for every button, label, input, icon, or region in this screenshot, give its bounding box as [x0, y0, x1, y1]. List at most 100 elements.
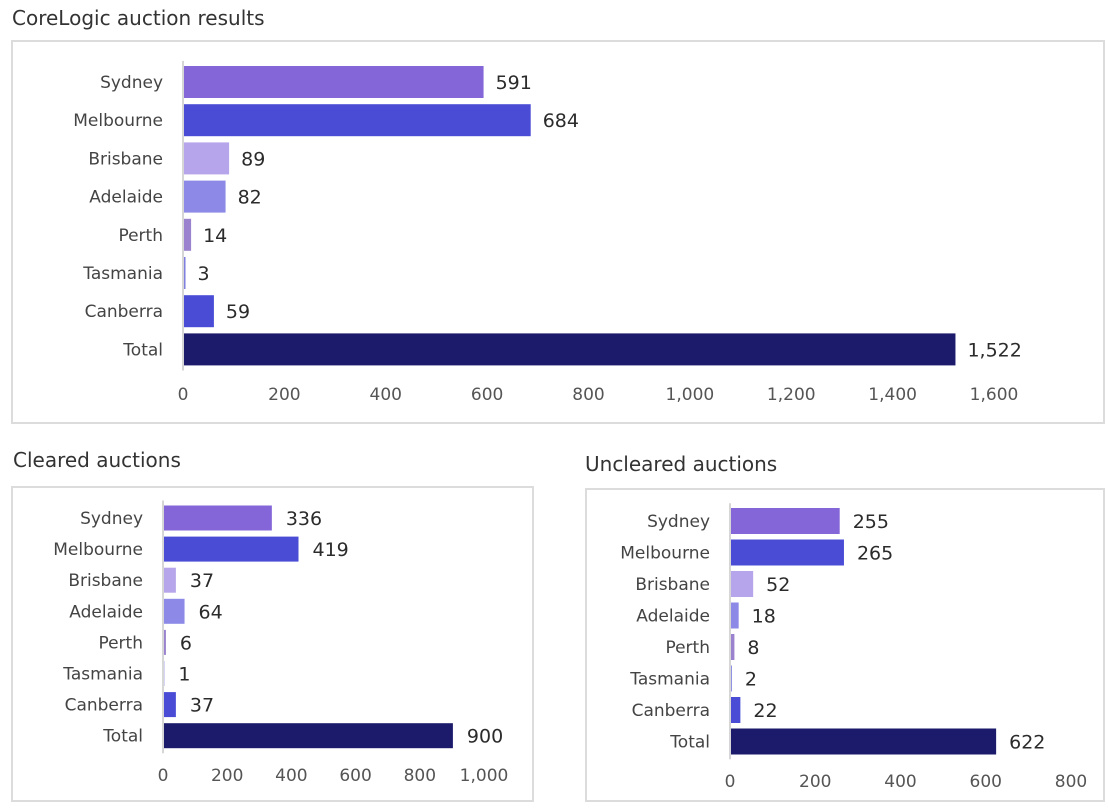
category-label-melbourne: Melbourne — [73, 111, 163, 131]
category-label-brisbane: Brisbane — [635, 575, 710, 595]
category-label-canberra: Canberra — [85, 302, 163, 322]
data-label-tasmania: 3 — [198, 263, 210, 285]
chart-title-auction-results: CoreLogic auction results — [12, 6, 265, 30]
bar-adelaide — [184, 180, 226, 213]
data-label-tasmania: 2 — [745, 669, 757, 691]
bar-canberra — [184, 295, 214, 328]
data-label-sydney: 591 — [496, 72, 532, 94]
category-label-tasmania: Tasmania — [62, 665, 143, 685]
bar-adelaide — [164, 598, 185, 624]
category-label-total: Total — [102, 727, 143, 747]
bar-tasmania — [184, 257, 186, 289]
category-label-brisbane: Brisbane — [68, 571, 143, 591]
category-label-melbourne: Melbourne — [620, 544, 710, 564]
category-label-tasmania: Tasmania — [629, 670, 710, 690]
bar-melbourne — [164, 536, 299, 562]
bar-canberra — [731, 697, 741, 723]
data-label-melbourne: 684 — [543, 110, 579, 132]
data-label-sydney: 255 — [853, 511, 889, 533]
x-tick-label: 400 — [884, 772, 916, 792]
x-tick-label: 600 — [970, 772, 1002, 792]
category-label-total: Total — [122, 340, 163, 360]
data-label-melbourne: 265 — [857, 543, 893, 565]
data-label-total: 900 — [467, 726, 503, 748]
bar-tasmania — [731, 665, 732, 692]
category-label-adelaide: Adelaide — [69, 602, 143, 622]
x-tick-label: 1,200 — [767, 385, 816, 405]
x-tick-label: 800 — [1055, 772, 1087, 792]
category-label-adelaide: Adelaide — [636, 607, 710, 627]
bar-chart-uncleared-auctions: Sydney 255 Melbourne 265 Brisbane 52 Adelaide 1… — [620, 503, 1087, 792]
category-label-melbourne: Melbourne — [53, 540, 143, 560]
x-tick-label: 200 — [799, 772, 831, 792]
x-tick-label: 1,400 — [868, 385, 917, 405]
data-label-adelaide: 82 — [238, 187, 262, 209]
category-label-sydney: Sydney — [80, 509, 143, 529]
data-label-brisbane: 37 — [190, 570, 214, 592]
x-tick-label: 0 — [725, 772, 736, 792]
bar-chart-cleared-auctions: Sydney 336 Melbourne 419 Brisbane 37 Adelaide 6… — [53, 500, 509, 786]
x-tick-label: 0 — [178, 385, 189, 405]
bar-adelaide — [731, 602, 739, 629]
x-tick-label: 600 — [471, 385, 503, 405]
data-label-total: 622 — [1009, 732, 1045, 754]
x-tick-label: 1,000 — [460, 766, 509, 786]
bar-sydney — [164, 505, 272, 531]
bar-melbourne — [184, 104, 531, 137]
x-tick-label: 200 — [211, 766, 243, 786]
data-label-canberra: 22 — [753, 700, 777, 722]
category-label-sydney: Sydney — [647, 512, 710, 532]
bar-canberra — [164, 692, 176, 718]
bar-chart-auction-results: Sydney 591 Melbourne 684 Brisbane 89 Adelaide 8… — [73, 60, 1022, 405]
category-label-brisbane: Brisbane — [88, 149, 163, 169]
x-tick-label: 400 — [370, 385, 402, 405]
bar-total — [164, 723, 453, 749]
category-label-perth: Perth — [665, 638, 710, 658]
x-tick-label: 1,600 — [970, 385, 1019, 405]
category-label-perth: Perth — [98, 633, 143, 653]
x-tick-label: 1,000 — [666, 385, 715, 405]
bar-brisbane — [184, 142, 230, 175]
data-label-canberra: 37 — [190, 695, 214, 717]
x-tick-label: 800 — [404, 766, 436, 786]
x-tick-label: 400 — [275, 766, 307, 786]
x-tick-label: 0 — [158, 766, 169, 786]
data-label-canberra: 59 — [226, 301, 250, 323]
data-label-brisbane: 89 — [241, 148, 265, 170]
bar-brisbane — [731, 571, 754, 597]
chart-title-cleared-auctions: Cleared auctions — [13, 448, 181, 472]
bar-sydney — [731, 508, 840, 534]
bar-perth — [164, 629, 166, 655]
bar-perth — [731, 634, 735, 660]
data-label-melbourne: 419 — [312, 539, 348, 561]
category-label-canberra: Canberra — [65, 696, 143, 716]
data-label-perth: 14 — [203, 225, 227, 247]
data-label-perth: 8 — [747, 637, 759, 659]
data-label-adelaide: 64 — [199, 601, 223, 623]
chart-title-uncleared-auctions: Uncleared auctions — [585, 452, 778, 476]
data-label-sydney: 336 — [286, 508, 322, 530]
x-tick-label: 800 — [572, 385, 604, 405]
data-label-adelaide: 18 — [752, 606, 776, 628]
data-label-brisbane: 52 — [766, 574, 790, 596]
category-label-total: Total — [669, 733, 710, 753]
bar-sydney — [184, 66, 484, 98]
data-label-total: 1,522 — [967, 339, 1021, 361]
category-label-canberra: Canberra — [632, 701, 710, 721]
bar-melbourne — [731, 539, 844, 566]
x-tick-label: 200 — [268, 385, 300, 405]
bar-total — [731, 728, 997, 755]
bar-perth — [184, 218, 192, 251]
chart-panel-auction-results: Sydney 591 Melbourne 684 Brisbane 89 Adelaide 8… — [11, 40, 1105, 424]
chart-panel-uncleared-auctions: Sydney 255 Melbourne 265 Brisbane 52 Adelaide 1… — [585, 488, 1105, 802]
x-tick-label: 600 — [339, 766, 371, 786]
data-label-tasmania: 1 — [178, 664, 190, 686]
category-label-tasmania: Tasmania — [82, 264, 163, 284]
bar-brisbane — [164, 567, 176, 593]
category-label-perth: Perth — [118, 226, 163, 246]
data-label-perth: 6 — [180, 632, 192, 654]
category-label-adelaide: Adelaide — [89, 188, 163, 208]
chart-panel-cleared-auctions: Sydney 336 Melbourne 419 Brisbane 37 Adelaide 6… — [11, 486, 534, 802]
bar-total — [184, 333, 956, 366]
category-label-sydney: Sydney — [100, 73, 163, 93]
